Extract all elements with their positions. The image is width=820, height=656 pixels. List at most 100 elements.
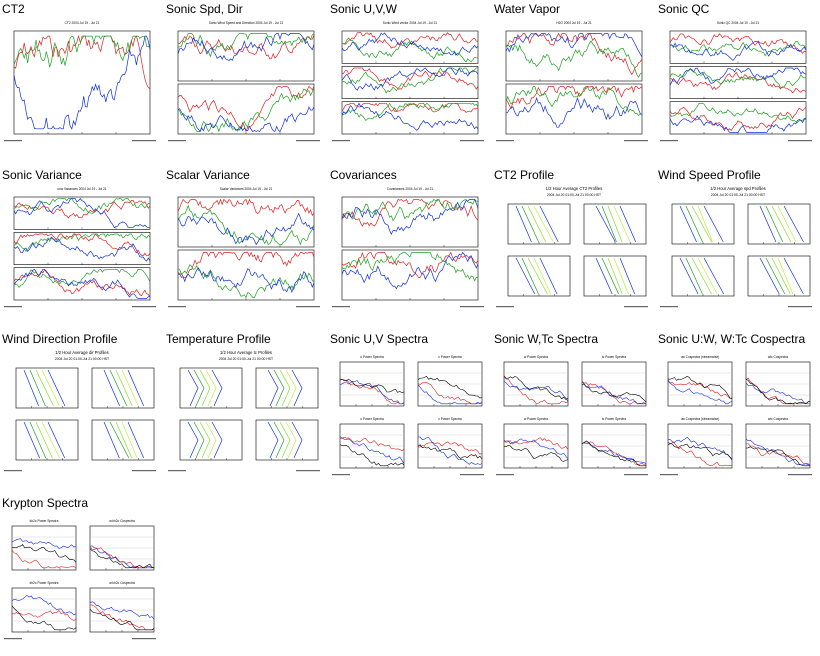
thumbnail-water-vapor[interactable]: Water Vapor H2O 2004 Jul 19 - Jul 21 (494, 2, 654, 162)
thumbnail-image[interactable]: uw Cospectra (streamwise) wtc Cospectra uw… (658, 348, 816, 478)
thumbnail-covariances[interactable]: Covariances Covariances 2004 Jul 19 - Jul… (330, 168, 490, 328)
profile-line (47, 369, 66, 407)
thumbnail-image[interactable]: kh2o Power Spectra w:kh2o Cospectra kh2o P… (2, 512, 160, 642)
spectra-line (11, 544, 77, 563)
thumbnail-image[interactable]: Sonic Wind Speed and Direction 2004 Jul … (166, 18, 324, 148)
thumbnail-sonic-variance[interactable]: Sonic Variance uvw Variances 2004 Jul 19 … (2, 168, 162, 328)
profile-line (697, 257, 718, 295)
profile-line (109, 369, 128, 407)
thumbnail-title[interactable]: CT2 (2, 2, 25, 16)
series-line (13, 233, 151, 257)
spectra-subtitle: kh2o Power Spectra (30, 519, 59, 523)
thumbnail-ct2[interactable]: CT2 CT2 2004 Jul 19 - Jul 21 (2, 2, 162, 162)
thumbnail-image[interactable]: Scalar Variances 2004 Jul 19 - Jul 21 (166, 184, 324, 314)
thumbnail-title[interactable]: Sonic U,V Spectra (330, 332, 429, 346)
thumbnail-title[interactable]: Sonic QC (658, 2, 710, 16)
series-line (505, 96, 643, 128)
thumbnail-title[interactable]: Sonic U:W, W:Tc Cospectra (658, 332, 806, 346)
thumbnail-title[interactable]: Sonic W,Tc Spectra (494, 332, 599, 346)
profile-line (521, 205, 539, 243)
spectra-line (745, 438, 811, 466)
series-line (341, 102, 479, 131)
thumbnail-title[interactable]: Sonic U,V,W (330, 2, 397, 16)
thumbnail-image[interactable]: 1/2 Hour Average dir Profiles 2004 Jul 20… (2, 348, 160, 478)
series-line (505, 85, 643, 116)
spectra-line (89, 548, 155, 569)
spectra-line (667, 375, 733, 400)
thumbnail-title[interactable]: Krypton Spectra (2, 496, 89, 510)
profile-line (539, 257, 558, 295)
profile-line (783, 257, 804, 295)
profile-line (127, 421, 144, 459)
series-line (669, 68, 807, 88)
series-line (669, 41, 807, 57)
thumbnail-sonic-uw-wtc-cospectra[interactable]: Sonic U:W, W:Tc Cospectra uw Cospectra (s… (658, 332, 818, 492)
spectra-subtitle: w Power Spectra (524, 417, 548, 421)
thumbnail-title[interactable]: Sonic Spd, Dir (166, 2, 243, 16)
series-line (669, 40, 807, 61)
thumbnail-image[interactable]: 1/2 Hour Average CT2 Profiles 2004 Jul 20… (494, 184, 652, 314)
thumbnail-image[interactable]: CT2 2004 Jul 19 - Jul 21 (2, 18, 160, 148)
thumbnail-image[interactable]: H2O 2004 Jul 19 - Jul 21 (494, 18, 652, 148)
series-line (341, 251, 479, 290)
profile-line (619, 205, 637, 243)
thumbnail-sonic-spd-dir[interactable]: Sonic Spd, Dir Sonic Wind Speed and Direc… (166, 2, 326, 162)
thumbnail-sonic-uv-spectra[interactable]: Sonic U,V Spectra u Power Spectra v Power … (330, 332, 490, 492)
thumbnail-krypton-spectra[interactable]: Krypton Spectra kh2o Power Spectra w:kh2o … (2, 496, 162, 656)
thumbnail-title[interactable]: Scalar Variance (166, 168, 250, 182)
thumbnail-image[interactable]: w Power Spectra tc Power Spectra w Power S… (494, 348, 652, 478)
thumbnail-image[interactable]: Covariances 2004 Jul 19 - Jul 21 (330, 184, 488, 314)
series-line (669, 102, 807, 124)
series-line (341, 102, 479, 122)
plot-subtitle: Covariances 2004 Jul 19 - Jul 21 (387, 187, 434, 191)
thumbnail-image[interactable]: uvw Variances 2004 Jul 19 - Jul 21 (2, 184, 160, 314)
thumbnail-title[interactable]: Water Vapor (494, 2, 561, 16)
thumbnail-wind-direction-profile[interactable]: Wind Direction Profile 1/2 Hour Average d… (2, 332, 162, 492)
profile-line (613, 257, 629, 295)
profile-line (595, 257, 613, 295)
thumbnail-ct2-profile[interactable]: CT2 Profile 1/2 Hour Average CT2 Profiles… (494, 168, 654, 328)
thumbnail-image[interactable]: 1/2 Hour Average spd Profiles 2004 Jul 20… (658, 184, 816, 314)
profile-line (35, 369, 54, 407)
profile-line (759, 257, 780, 295)
series-line (177, 106, 315, 133)
spectra-line (417, 441, 483, 455)
spectra-line (745, 382, 811, 405)
profile-line (527, 257, 548, 295)
spectra-subtitle: u Power Spectra (360, 355, 384, 359)
thumbnail-wind-speed-profile[interactable]: Wind Speed Profile 1/2 Hour Average spd P… (658, 168, 818, 328)
thumbnail-sonic-uvw[interactable]: Sonic U,V,W Sonic Wind vector 2004 Jul 19… (330, 2, 490, 162)
thumbnail-sonic-qc[interactable]: Sonic QC Sonic QC 2004 Jul 19 - Jul 21 (658, 2, 818, 162)
profile-line (187, 421, 199, 459)
spectra-line (11, 538, 77, 549)
thumbnail-scalar-variance[interactable]: Scalar Variance Scalar Variances 2004 Jul… (166, 168, 326, 328)
spectra-line (581, 441, 647, 466)
profile-line (205, 369, 217, 407)
thumbnail-title[interactable]: Wind Direction Profile (2, 332, 118, 346)
time-series-panel (13, 196, 151, 230)
thumbnail-image[interactable]: Sonic Wind vector 2004 Jul 19 - Jul 21 (330, 18, 488, 148)
thumbnail-sonic-wtc-spectra[interactable]: Sonic W,Tc Spectra w Power Spectra tc Powe… (494, 332, 654, 492)
profile-line (771, 205, 792, 243)
spectra-subtitle: wtc Cospectra (768, 355, 788, 359)
profile-line (533, 257, 552, 295)
profile-panel (671, 255, 735, 297)
thumbnail-title[interactable]: CT2 Profile (494, 168, 555, 182)
thumbnail-image[interactable]: 1/2 Hour Average tc Profiles 2004 Jul 20 … (166, 348, 324, 478)
spectra-line (339, 436, 405, 452)
thumbnail-temperature-profile[interactable]: Temperature Profile 1/2 Hour Average tc P… (166, 332, 326, 492)
series-line (341, 67, 478, 94)
time-series-panel (505, 83, 643, 135)
time-series-panel (341, 249, 479, 301)
profile-line (193, 421, 205, 459)
thumbnail-title[interactable]: Covariances (330, 168, 397, 182)
thumbnail-image[interactable]: u Power Spectra v Power Spectra u Power Sp… (330, 348, 488, 478)
profile-line (607, 205, 623, 243)
thumbnail-title[interactable]: Wind Speed Profile (658, 168, 761, 182)
profile-panel (747, 255, 811, 297)
thumbnail-image[interactable]: Sonic QC 2004 Jul 19 - Jul 21 (658, 18, 816, 148)
plot-subtitle: 1/2 Hour Average spd Profiles (710, 186, 766, 191)
thumbnail-title[interactable]: Sonic Variance (2, 168, 82, 182)
series-line (669, 106, 807, 131)
thumbnail-title[interactable]: Temperature Profile (166, 332, 271, 346)
